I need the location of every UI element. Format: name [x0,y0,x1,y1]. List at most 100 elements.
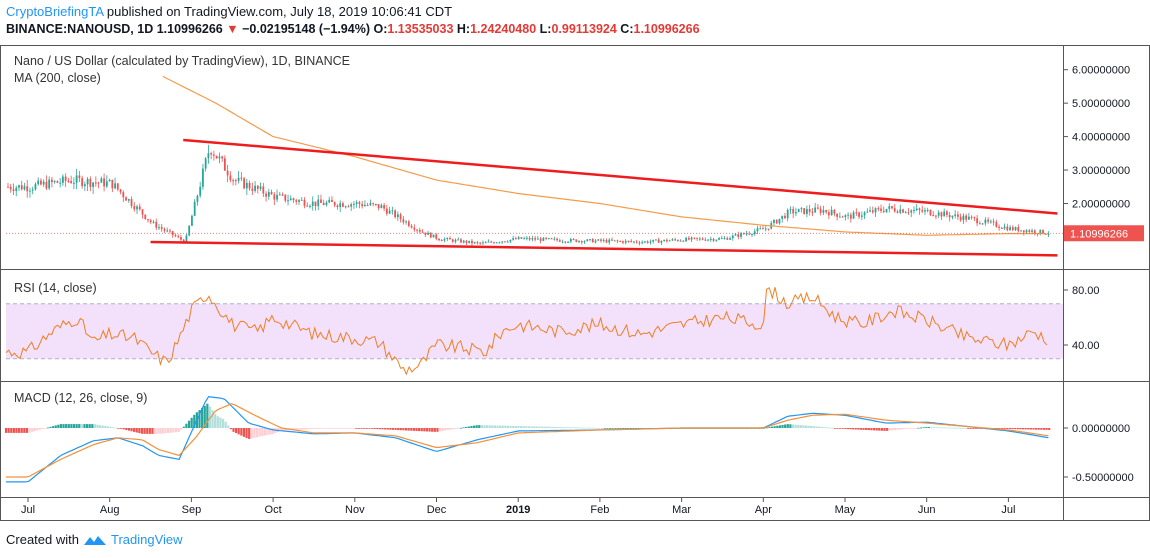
candle-body [844,215,847,218]
macd-histogram-bar [415,428,418,431]
candle-body [814,207,817,213]
macd-histogram-bar [514,425,517,428]
macd-histogram-bar [313,428,316,429]
candle-body [51,179,53,183]
macd-histogram-bar [454,428,457,429]
macd-histogram-bar [878,428,881,431]
time-tick-label: Feb [590,504,609,516]
candle-body [751,234,753,236]
macd-histogram-bar [75,424,78,428]
candle-body [784,215,786,219]
candle-body [657,239,660,243]
candle-body [163,228,166,231]
macd-histogram-bar [384,428,387,430]
macd-histogram-bar [946,427,949,429]
macd-histogram-bar [1029,428,1032,430]
candle-body [325,202,328,206]
macd-histogram-bar [914,428,917,429]
candle-body [915,208,918,211]
macd-histogram-bar [794,424,797,428]
macd-histogram-bar [38,428,42,430]
macd-histogram-bar [804,425,808,428]
price-tick-label: 5.00000000 [1072,98,1130,110]
macd-histogram-bar [935,427,938,429]
macd-histogram-bar [614,428,617,429]
candle-body [852,212,855,219]
chart-canvas[interactable]: 6.00000000 5.00000000 4.00000000 3.00000000… [0,0,1150,530]
candle-body [858,212,860,217]
macd-histogram-bar [70,424,73,428]
author-link[interactable]: CryptoBriefingTA [6,4,104,19]
candle-body [866,211,869,213]
candle-body [918,208,921,211]
candle-body [943,211,946,217]
macd-histogram [4,403,1051,439]
candle-body [133,206,136,210]
macd-histogram-bar [1021,428,1025,430]
macd-histogram-bar [967,428,970,429]
candle-body [42,181,45,185]
candle-body [940,212,943,217]
macd-histogram-bar [977,428,980,429]
candle-body [300,199,303,201]
macd-histogram-bar [99,425,102,428]
trendline-lower [150,240,1058,257]
time-tick-label: Oct [265,504,282,516]
macd-histogram-bar [109,426,112,428]
candle-body [64,176,67,181]
macd-histogram-bar [940,427,944,429]
candle-body [48,179,51,189]
candle-body [731,235,734,239]
price-tick-label: 2.00000000 [1072,198,1130,210]
macd-histogram-bar [467,426,470,428]
candle-body [26,186,29,192]
candle-body [273,194,276,200]
candle-body [827,212,830,216]
macd-histogram-bar [117,428,120,429]
ma-indicator-label[interactable]: MA (200, close) [14,71,101,85]
candle-body [237,177,240,181]
macd-histogram-bar [221,419,225,428]
candle-body [591,239,594,243]
macd-histogram-bar [62,424,65,428]
macd-histogram-bar [305,428,308,430]
candle-body [536,238,539,240]
macd-histogram-bar [410,428,413,431]
candle-body [652,239,655,242]
macd-histogram-bar [130,428,133,432]
tradingview-brand[interactable]: TradingView [110,532,183,547]
macd-histogram-bar [402,428,405,431]
macd-indicator-label[interactable]: MACD (12, 26, close, 9) [14,391,148,405]
macd-histogram-bar [862,428,865,430]
macd-signal-line [5,403,1049,478]
candle-body [605,240,608,243]
macd-line [5,396,1049,483]
macd-histogram-bar [635,428,638,429]
rsi-indicator-label[interactable]: RSI (14, close) [14,281,97,295]
candle-body [479,242,482,244]
macd-histogram-bar [31,428,34,432]
candle-body [303,199,306,206]
candle-body [438,238,440,241]
candle-body [394,210,397,218]
candle-body [534,238,537,240]
candle-body [514,238,517,240]
macd-histogram-bar [896,428,899,430]
candle-body [385,208,388,214]
macd-histogram-bar [867,428,870,431]
candle-body [380,205,383,209]
candle-body [1020,230,1022,232]
candle-body [855,212,858,214]
macd-histogram-bar [446,428,449,431]
candle-body [512,238,515,240]
candle-body [951,215,954,218]
macd-histogram-bar [540,426,544,428]
macd-histogram-bar [394,428,397,430]
candle-body [196,195,199,202]
candle-body [336,205,339,208]
macd-histogram-bar [564,427,567,428]
candle-body [871,210,874,213]
candle-body [372,203,375,205]
macd-histogram-bar [522,426,525,428]
candle-body [402,219,405,223]
